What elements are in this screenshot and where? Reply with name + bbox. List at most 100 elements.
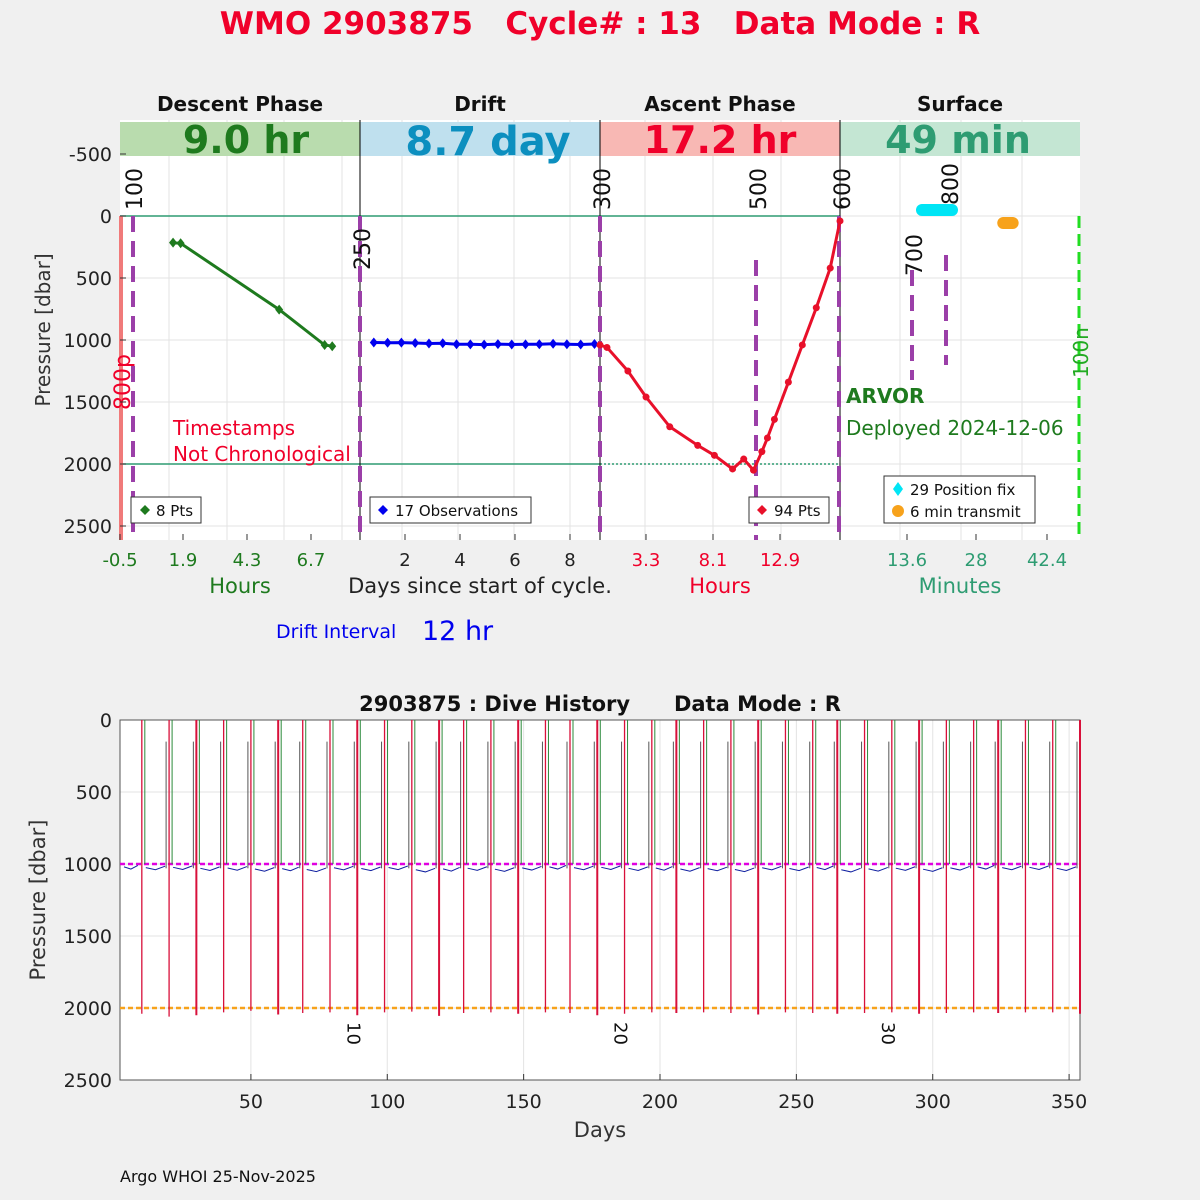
bottom-y-tick-label: 0 (100, 710, 112, 732)
ascent-point (758, 448, 766, 456)
bottom-y-axis: 0 500 1000 1500 2000 2500 (64, 710, 112, 1092)
ascent-point (729, 465, 737, 473)
ascent-point (812, 304, 820, 312)
descent-duration: 9.0 hr (183, 118, 310, 162)
descent-point (328, 341, 337, 352)
drift-trace (895, 866, 916, 871)
marker-250-label: 250 (351, 228, 376, 270)
drift-trace (841, 867, 861, 873)
drift-trace (388, 865, 408, 871)
transmit-legend-marker (892, 505, 904, 517)
drift-point (452, 339, 461, 350)
top-x-tick-label: 4.3 (233, 550, 262, 571)
drift-legend: 17 Observations (369, 496, 532, 524)
timestamps-warning-line2: Not Chronological (173, 442, 351, 466)
top-x-tick-label: 12.9 (760, 550, 800, 571)
ascent-point (694, 441, 702, 449)
bottom-x-tick-label: 50 (239, 1091, 263, 1113)
bottom-x-tick-label: 100 (369, 1091, 405, 1113)
ascent-line (599, 220, 842, 473)
drift-legend-box (369, 496, 532, 524)
ascent-point (710, 451, 718, 459)
drift-trace (549, 864, 567, 870)
ascent-phase-label: Ascent Phase (644, 92, 795, 116)
ascent-point (749, 466, 757, 474)
ascent-band (600, 122, 840, 156)
dive-history-series (120, 720, 1081, 1017)
top-x-tick-label: 6 (509, 550, 520, 571)
drift-point (507, 339, 516, 350)
drift-point (549, 338, 558, 349)
drift-trace (306, 867, 327, 873)
ascent-point (826, 264, 834, 272)
bottom-y-tick-label: 2500 (64, 1070, 112, 1092)
surface-legend: 29 Position fix 6 min transmit (883, 475, 1036, 524)
drift-trace (1029, 865, 1049, 870)
drift-trace (950, 865, 970, 871)
drift-point (590, 338, 599, 349)
drift-trace (123, 864, 139, 870)
top-y-tick-label: 1000 (64, 330, 112, 352)
position-fix-legend-text: 29 Position fix (910, 481, 1015, 499)
top-x-axis: -0.5 1.9 4.3 6.7 2 4 6 8 3.3 8.1 12.9 13.6 28 42.4 (102, 534, 1067, 571)
descent-x-axis-label: Hours (209, 574, 271, 598)
descent-legend-marker (140, 505, 150, 515)
figure-title: WMO 2903875 Cycle# : 13 Data Mode : R (220, 6, 981, 42)
descent-series (169, 237, 337, 352)
ascent-point (836, 217, 844, 225)
drift-trace (200, 866, 220, 872)
top-x-tick-label: 28 (965, 550, 988, 571)
bottom-x-tick-label: 300 (915, 1091, 951, 1113)
drift-point (383, 337, 392, 348)
drift-trace (415, 867, 436, 873)
drift-series (369, 337, 599, 350)
ascent-x-axis-label: Hours (689, 574, 751, 598)
deployed-label: Deployed 2024-12-06 (846, 416, 1064, 440)
surface-band (840, 122, 1080, 156)
ascent-point (624, 367, 632, 375)
top-x-tick-label: 4 (454, 550, 465, 571)
ascent-legend-box (748, 496, 830, 524)
drift-point (562, 339, 571, 350)
ascent-series (596, 217, 844, 474)
drift-duration: 8.7 day (405, 119, 570, 165)
ascent-point (666, 423, 674, 431)
drift-point (521, 339, 530, 350)
drift-trace (868, 866, 888, 872)
surface-x-axis-label: Minutes (919, 574, 1002, 598)
event-markers (131, 216, 948, 540)
drift-trace (1002, 865, 1022, 871)
footer-credit: Argo WHOI 25-Nov-2025 (120, 1167, 316, 1186)
top-x-tick-label: 1.9 (169, 550, 198, 571)
drift-point (411, 337, 420, 348)
drift-trace (172, 865, 193, 870)
drift-point (369, 337, 378, 348)
descent-point (320, 339, 329, 350)
drift-legend-text: 17 Observations (395, 502, 518, 520)
bottom-y-tick-label: 500 (76, 782, 112, 804)
top-y-tick-label: 0 (100, 206, 112, 228)
drift-trace (227, 866, 248, 871)
surface-duration: 49 min (885, 118, 1031, 162)
surface-phase-label: Surface (917, 92, 1003, 116)
top-y-axis: -500 0 500 1000 1500 2000 2500 (64, 144, 126, 538)
drift-trace (762, 865, 782, 871)
ascent-point (770, 415, 778, 423)
top-y-tick-label: 2500 (64, 516, 112, 538)
top-x-tick-label: 2 (399, 550, 410, 571)
drift-point (438, 338, 447, 349)
top-y-axis-label: Pressure [dbar] (31, 253, 55, 406)
marker-300-label: 300 (591, 168, 616, 210)
cycle-number-labels: 10 20 30 (342, 1022, 898, 1045)
drift-legend-marker (378, 505, 388, 515)
ascent-point (763, 434, 771, 442)
drift-trace (254, 867, 275, 872)
drift-trace (734, 867, 755, 873)
descent-phase-label: Descent Phase (157, 92, 323, 116)
top-x-tick-label: 8 (564, 550, 575, 571)
drift-x-axis-label: Days since start of cycle. (348, 574, 612, 598)
top-panel: Descent Phase Drift Ascent Phase Surface… (31, 92, 1093, 598)
drift-point (424, 338, 433, 349)
descent-point (275, 304, 284, 315)
float-type-label: ARVOR (846, 384, 924, 408)
